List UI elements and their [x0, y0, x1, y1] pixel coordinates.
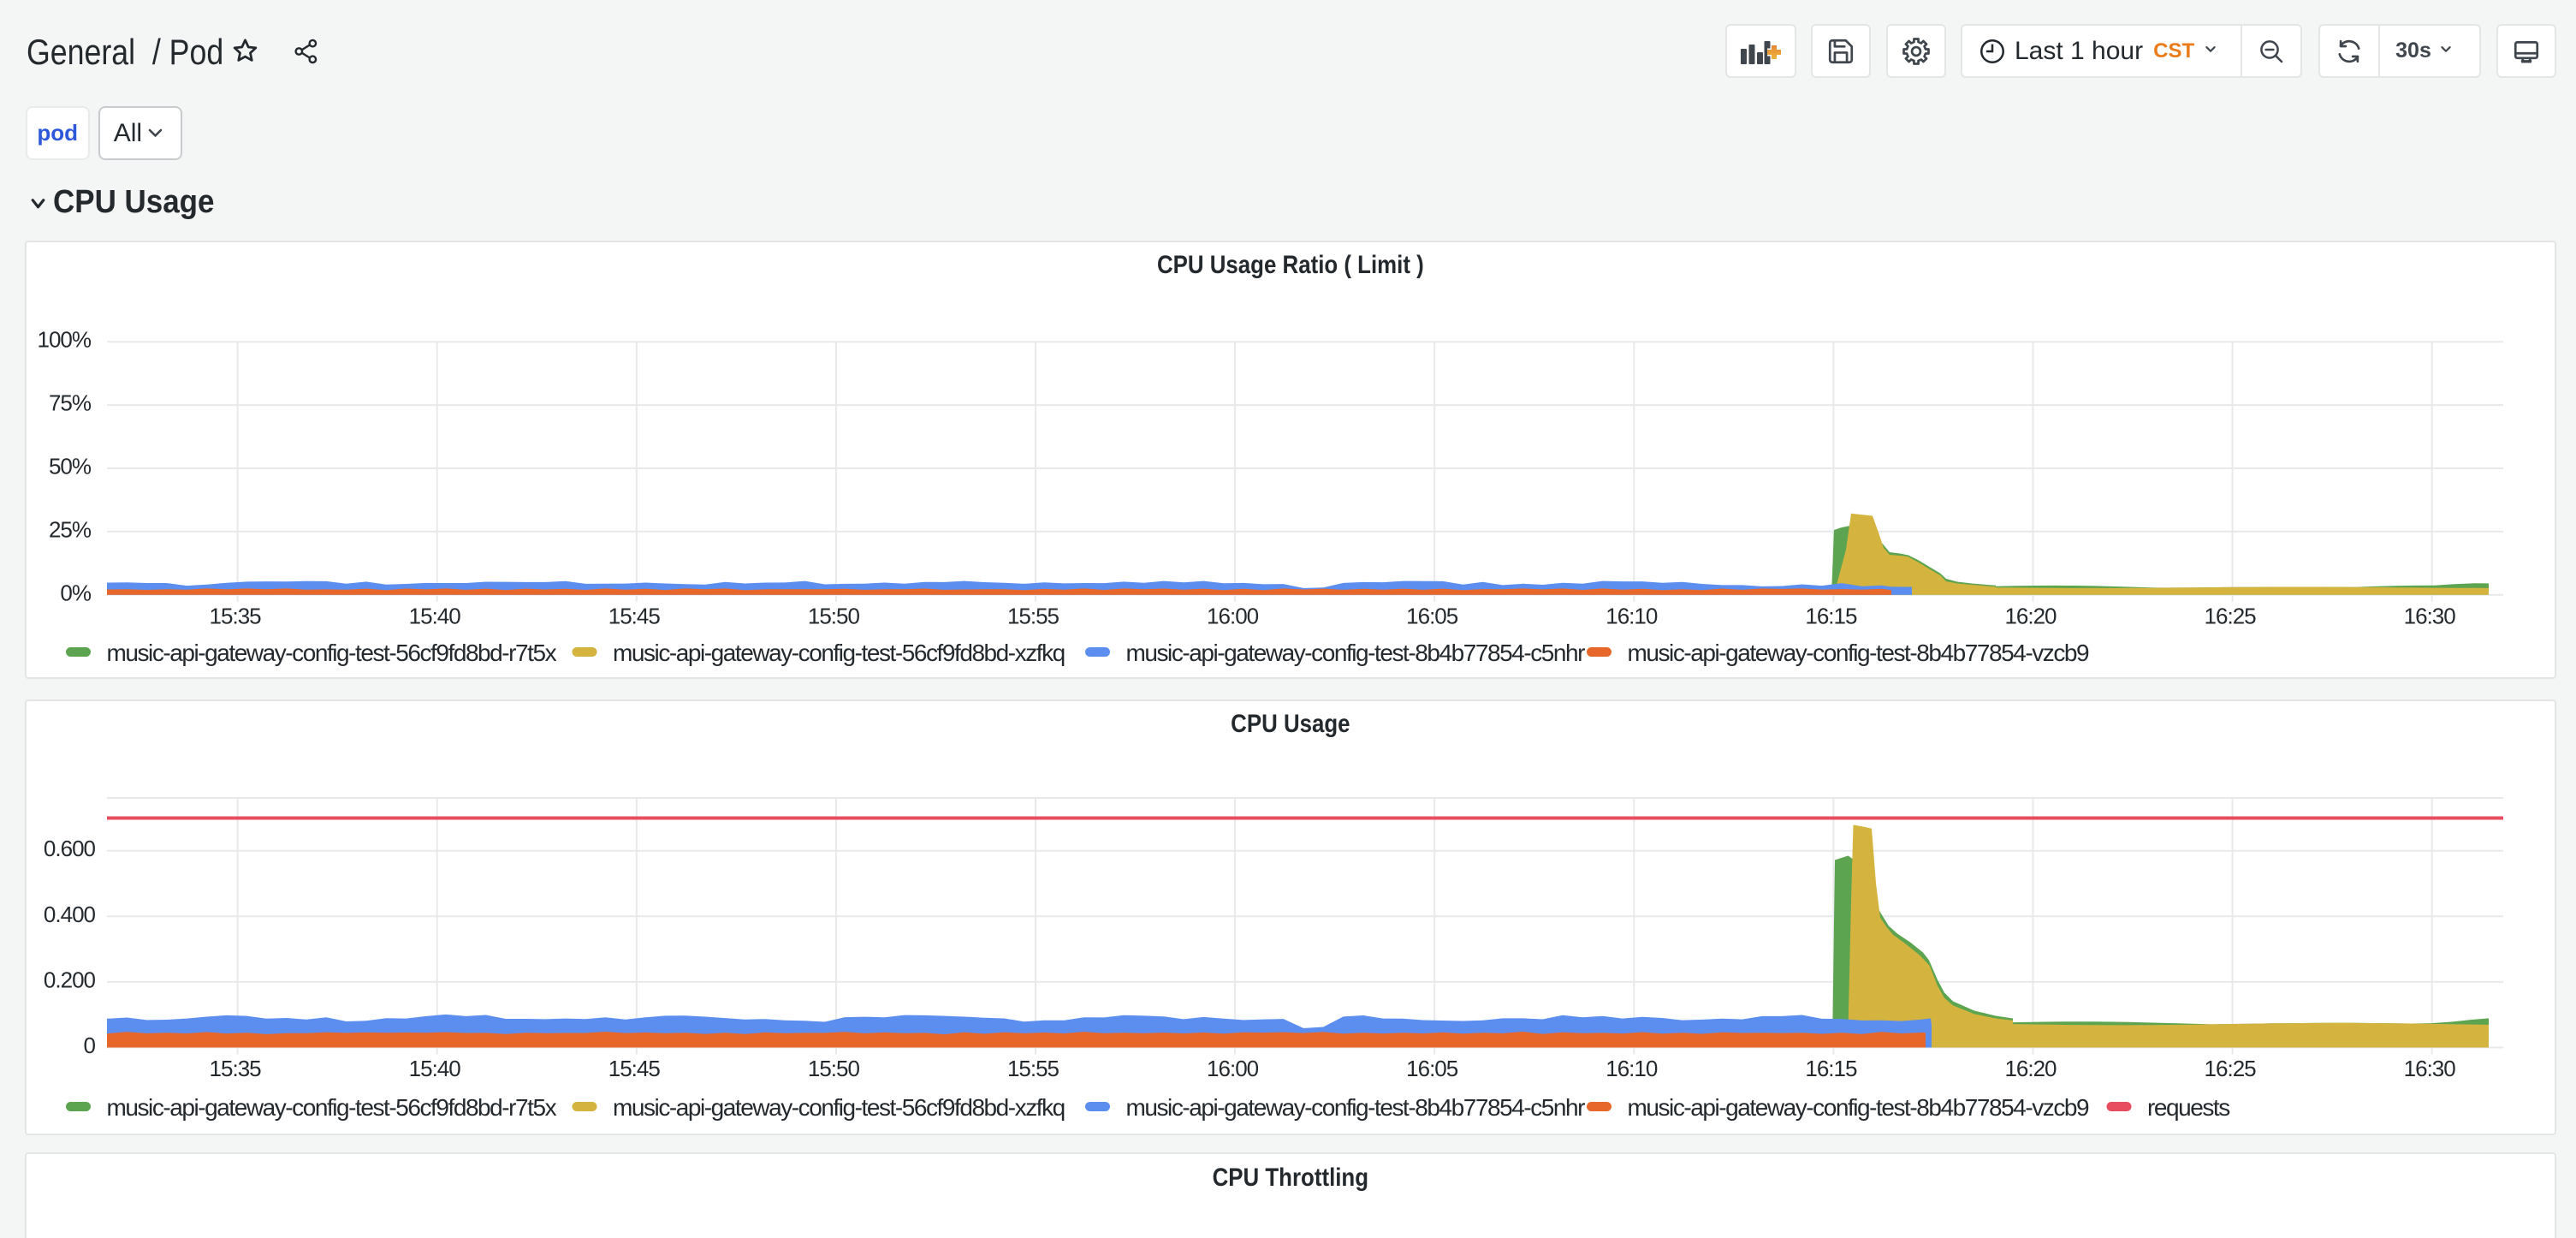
svg-text:0%: 0%	[60, 580, 91, 605]
svg-text:16:00: 16:00	[1207, 1056, 1259, 1081]
svg-text:0.600: 0.600	[44, 836, 96, 861]
svg-text:16:15: 16:15	[1805, 604, 1857, 629]
svg-text:16:25: 16:25	[2205, 1056, 2257, 1081]
svg-text:16:00: 16:00	[1207, 604, 1259, 629]
svg-text:16:05: 16:05	[1406, 604, 1458, 629]
svg-text:16:30: 16:30	[2404, 604, 2456, 629]
svg-text:15:45: 15:45	[608, 604, 661, 629]
svg-text:50%: 50%	[49, 454, 92, 479]
svg-text:16:20: 16:20	[2004, 604, 2057, 629]
svg-text:15:55: 15:55	[1007, 1056, 1059, 1081]
svg-text:music-api-gateway-config-test-: music-api-gateway-config-test-56cf9fd8bd…	[107, 640, 557, 666]
svg-text:15:35: 15:35	[210, 604, 262, 629]
svg-text:0.200: 0.200	[44, 967, 96, 992]
svg-text:16:30: 16:30	[2404, 1056, 2456, 1081]
svg-text:16:15: 16:15	[1805, 1056, 1857, 1081]
svg-text:16:05: 16:05	[1406, 1056, 1458, 1081]
svg-text:100%: 100%	[38, 327, 92, 353]
svg-text:0: 0	[84, 1033, 96, 1058]
svg-text:requests: requests	[2147, 1094, 2229, 1121]
svg-text:15:50: 15:50	[808, 1056, 860, 1081]
svg-text:16:10: 16:10	[1606, 604, 1658, 629]
svg-text:music-api-gateway-config-test-: music-api-gateway-config-test-56cf9fd8bd…	[613, 640, 1065, 666]
svg-text:music-api-gateway-config-test-: music-api-gateway-config-test-8b4b77854-…	[1628, 640, 2089, 666]
svg-text:15:35: 15:35	[210, 1056, 262, 1081]
svg-text:15:40: 15:40	[409, 604, 461, 629]
svg-text:music-api-gateway-config-test-: music-api-gateway-config-test-8b4b77854-…	[1628, 1094, 2089, 1121]
svg-text:music-api-gateway-config-test-: music-api-gateway-config-test-8b4b77854-…	[1126, 640, 1586, 666]
svg-text:15:45: 15:45	[608, 1056, 661, 1081]
svg-text:75%: 75%	[49, 390, 92, 416]
svg-text:15:55: 15:55	[1007, 604, 1059, 629]
svg-text:16:25: 16:25	[2205, 604, 2257, 629]
svg-text:15:40: 15:40	[409, 1056, 461, 1081]
svg-text:music-api-gateway-config-test-: music-api-gateway-config-test-56cf9fd8bd…	[107, 1094, 557, 1121]
svg-text:music-api-gateway-config-test-: music-api-gateway-config-test-8b4b77854-…	[1126, 1094, 1586, 1121]
svg-text:16:10: 16:10	[1606, 1056, 1658, 1081]
svg-text:25%: 25%	[49, 516, 92, 542]
svg-text:music-api-gateway-config-test-: music-api-gateway-config-test-56cf9fd8bd…	[613, 1094, 1065, 1121]
svg-text:16:20: 16:20	[2004, 1056, 2057, 1081]
svg-text:0.400: 0.400	[44, 902, 96, 927]
svg-text:15:50: 15:50	[808, 604, 860, 629]
